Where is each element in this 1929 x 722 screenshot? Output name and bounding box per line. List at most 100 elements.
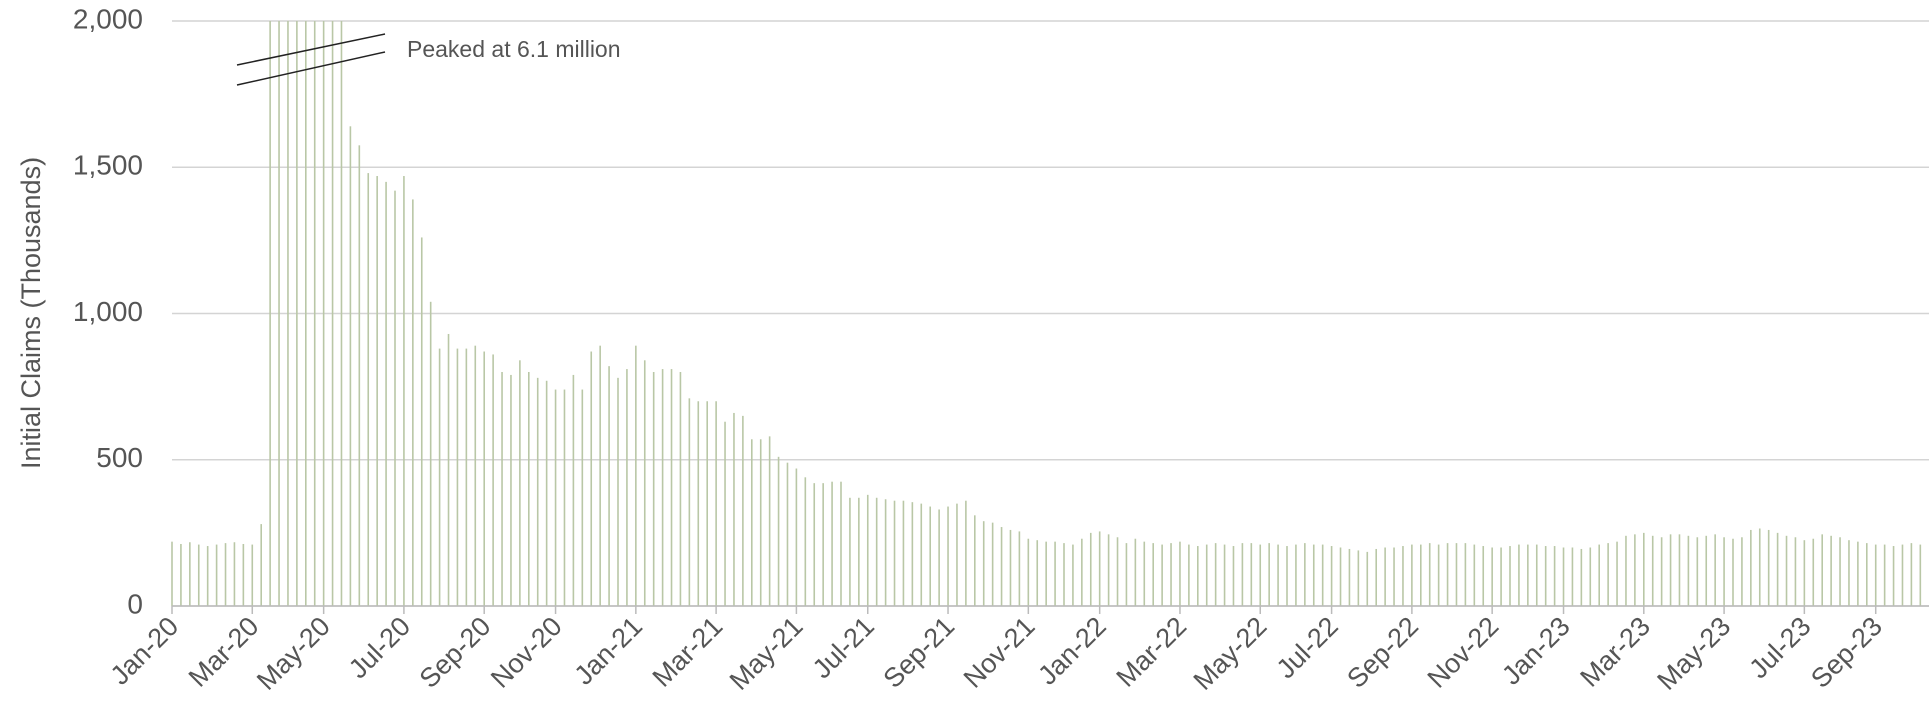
- bar: [1277, 544, 1279, 606]
- bar: [322, 21, 325, 606]
- bar: [1366, 551, 1369, 606]
- bar: [1634, 534, 1636, 606]
- bar: [1589, 547, 1592, 606]
- bar: [608, 366, 610, 606]
- bar: [742, 415, 744, 606]
- bar: [1339, 547, 1342, 606]
- bar: [724, 421, 726, 606]
- bar: [902, 500, 905, 606]
- bar: [1152, 543, 1154, 606]
- bar: [242, 543, 245, 606]
- bar: [1874, 544, 1877, 606]
- x-tick-label: Sep-20: [414, 611, 497, 694]
- bar: [349, 126, 352, 607]
- y-axis-label: Initial Claims (Thousands): [16, 157, 46, 469]
- x-tick-label: Jan-23: [1496, 611, 1576, 691]
- bar: [643, 360, 646, 606]
- bar: [1616, 541, 1618, 606]
- bar: [679, 372, 682, 606]
- bar: [1428, 543, 1431, 606]
- bar: [1107, 534, 1110, 606]
- bar: [804, 477, 807, 606]
- bar: [1384, 547, 1386, 606]
- bar: [1830, 535, 1832, 606]
- bar: [982, 521, 985, 606]
- bar: [1027, 538, 1030, 606]
- bar: [751, 439, 753, 606]
- bar: [465, 348, 468, 606]
- bar: [501, 372, 503, 606]
- bar: [536, 377, 539, 606]
- bar: [1678, 534, 1681, 606]
- bar: [1232, 546, 1235, 606]
- bar: [599, 345, 601, 606]
- bar: [1089, 532, 1092, 606]
- bar: [1134, 538, 1137, 606]
- bar: [1571, 547, 1574, 606]
- x-tick-label: Jul-21: [807, 611, 880, 684]
- bars: [171, 21, 1922, 607]
- bar: [269, 21, 271, 606]
- x-tick-label: May-22: [1188, 611, 1273, 696]
- bar: [706, 401, 708, 606]
- bar: [1714, 534, 1716, 606]
- bar: [1660, 537, 1663, 606]
- bar: [1848, 540, 1850, 606]
- x-tick-label: Nov-20: [485, 611, 568, 694]
- bar: [447, 333, 450, 606]
- bar: [581, 389, 584, 606]
- bar: [474, 345, 477, 606]
- bar: [1803, 540, 1806, 606]
- bar: [1553, 546, 1556, 606]
- bar: [626, 369, 628, 606]
- bar: [1509, 546, 1511, 606]
- x-tick-label: May-20: [251, 611, 336, 696]
- bar: [1741, 537, 1743, 606]
- bar: [929, 506, 931, 606]
- bar: [528, 372, 530, 606]
- bar: [1794, 537, 1797, 606]
- x-tick-label: Jul-22: [1271, 611, 1344, 684]
- bar: [715, 401, 717, 606]
- bar: [1491, 547, 1493, 606]
- y-tick-label: 1,500: [73, 150, 143, 181]
- x-tick-label: Sep-21: [877, 611, 960, 694]
- bar: [1500, 547, 1502, 606]
- bar: [1045, 541, 1047, 606]
- bar: [1812, 538, 1815, 606]
- bar: [1000, 527, 1003, 606]
- bar: [215, 544, 218, 606]
- annotation: Peaked at 6.1 million: [407, 36, 621, 62]
- bar: [1723, 537, 1725, 606]
- bar: [1348, 548, 1351, 606]
- bar: [456, 348, 459, 606]
- bar: [367, 173, 370, 606]
- bar: [947, 506, 949, 606]
- bar: [1125, 543, 1128, 606]
- y-tick-label: 2,000: [73, 3, 143, 34]
- x-tick-label: Jan-20: [105, 611, 185, 691]
- bar: [171, 541, 173, 606]
- bar: [635, 345, 637, 606]
- bar: [1857, 541, 1859, 606]
- bar: [1482, 546, 1485, 606]
- x-tick-label: Nov-21: [958, 611, 1041, 694]
- bar: [1883, 544, 1886, 606]
- bar: [1598, 544, 1600, 606]
- bar: [1170, 543, 1172, 606]
- bar: [1455, 543, 1458, 606]
- bar: [697, 401, 700, 606]
- bar: [1866, 543, 1868, 606]
- bar: [1223, 544, 1226, 606]
- bar: [1072, 544, 1074, 606]
- bar: [875, 497, 878, 606]
- bar: [438, 348, 441, 606]
- bar: [1732, 538, 1734, 606]
- bar: [813, 483, 816, 606]
- bar: [1544, 546, 1547, 606]
- bar: [1892, 546, 1895, 606]
- bar: [224, 543, 227, 606]
- bar: [1705, 535, 1708, 606]
- bar: [1304, 543, 1306, 606]
- bar: [1330, 546, 1333, 606]
